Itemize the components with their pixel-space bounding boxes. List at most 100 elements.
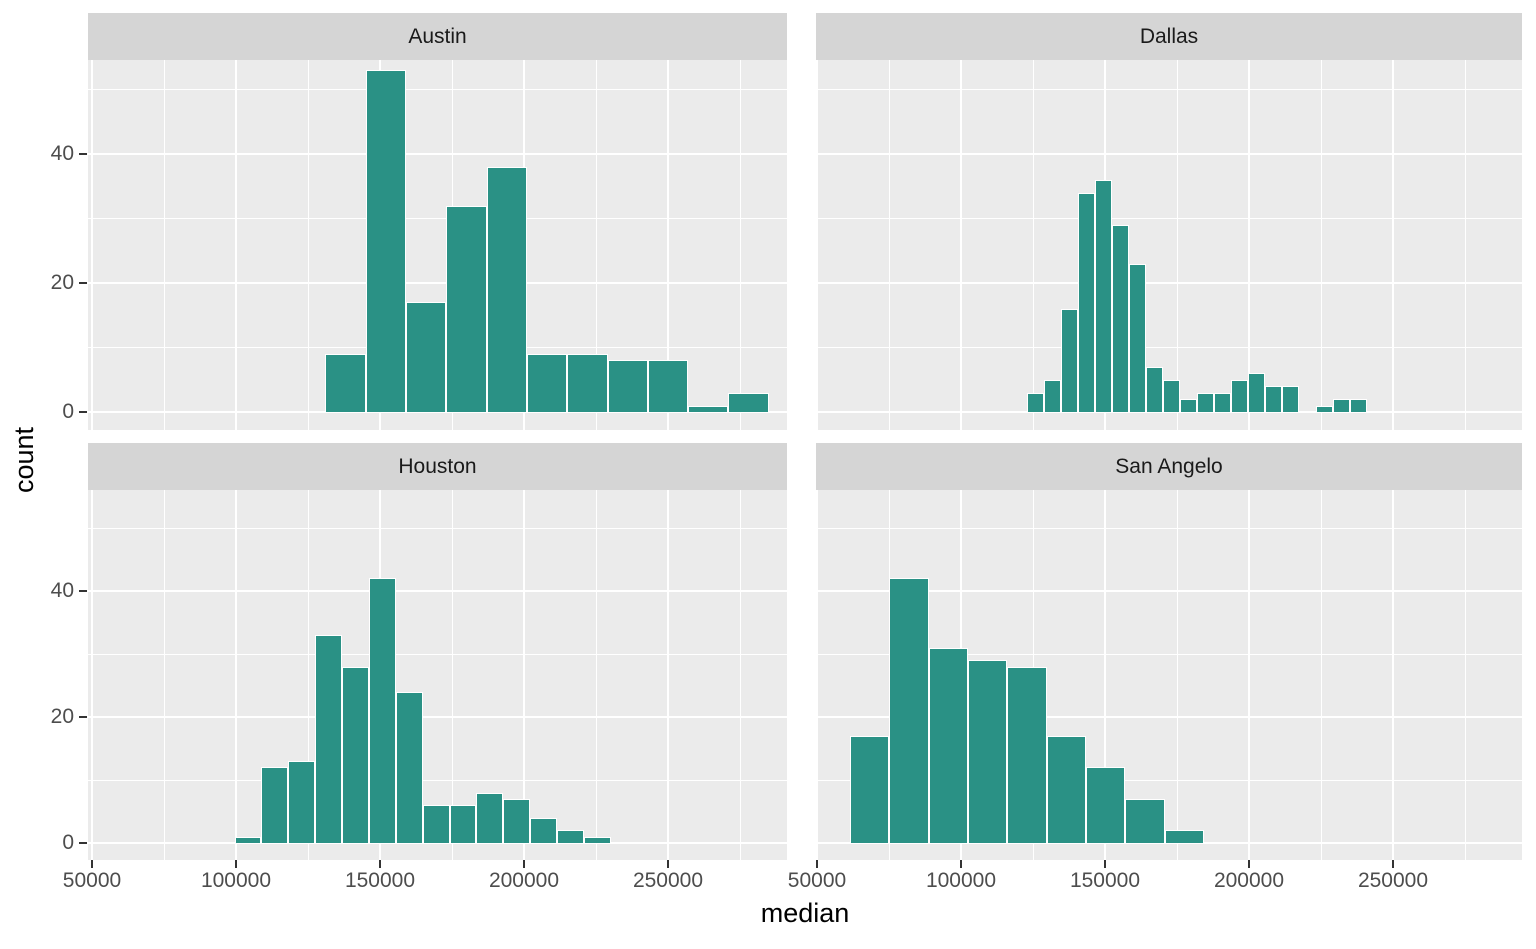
y-tick-mark xyxy=(79,842,87,844)
histogram-bar xyxy=(486,166,527,412)
facet-strip: Austin xyxy=(88,13,787,60)
histogram-bar xyxy=(1095,179,1113,412)
x-tick-label: 200000 xyxy=(1213,869,1285,892)
gridline-x-minor xyxy=(739,490,741,860)
histogram-bar xyxy=(1078,192,1096,412)
gridline-y-major xyxy=(88,842,787,844)
x-tick-label: 150000 xyxy=(344,869,416,892)
facet-title: San Angelo xyxy=(1115,455,1223,478)
gridline-y-minor xyxy=(816,653,1522,655)
facet-panel xyxy=(88,60,787,430)
histogram-bar xyxy=(1265,386,1283,412)
histogram-bar xyxy=(1214,392,1232,412)
y-tick-label: 40 xyxy=(50,579,74,602)
histogram-bar xyxy=(1085,767,1126,843)
histogram-bar xyxy=(446,205,487,412)
gridline-x-minor xyxy=(1464,60,1466,430)
facet-strip: Houston xyxy=(88,443,787,490)
facet-strip: Dallas xyxy=(816,13,1522,60)
histogram-bar xyxy=(365,70,406,412)
x-tick-mark xyxy=(667,860,669,868)
gridline-x-major xyxy=(235,60,237,430)
gridline-y-major xyxy=(816,842,1522,844)
histogram-bar xyxy=(1282,386,1300,412)
histogram-bar xyxy=(325,353,366,412)
x-tick-mark xyxy=(816,860,818,868)
y-tick-mark xyxy=(79,590,87,592)
histogram-bar xyxy=(1027,392,1045,412)
gridline-y-major xyxy=(816,411,1522,413)
histogram-bar xyxy=(530,817,557,843)
gridline-y-minor xyxy=(816,527,1522,529)
histogram-bar xyxy=(503,798,531,843)
histogram-bar xyxy=(395,691,423,843)
histogram-bar xyxy=(342,666,369,843)
histogram-bar xyxy=(1146,366,1164,412)
histogram-bar xyxy=(422,805,450,843)
x-tick-mark xyxy=(379,860,381,868)
gridline-x-major xyxy=(91,490,93,860)
gridline-y-major xyxy=(88,590,787,592)
gridline-x-minor xyxy=(163,60,165,430)
histogram-bar xyxy=(315,635,343,843)
histogram-bar xyxy=(647,360,689,412)
histogram-bar xyxy=(968,660,1008,843)
gridline-y-major xyxy=(816,282,1522,284)
histogram-bar xyxy=(234,836,262,843)
x-tick-label: 50000 xyxy=(787,869,847,892)
y-tick-label: 20 xyxy=(50,705,74,728)
gridline-x-minor xyxy=(1176,490,1178,860)
histogram-bar xyxy=(850,735,890,843)
gridline-x-major xyxy=(1248,60,1250,430)
histogram-bar xyxy=(607,360,648,412)
gridline-x-major xyxy=(667,490,669,860)
gridline-x-major xyxy=(1392,490,1394,860)
gridline-x-minor xyxy=(1320,490,1322,860)
gridline-x-minor xyxy=(163,490,165,860)
facet-title: Dallas xyxy=(1139,25,1199,48)
gridline-x-minor xyxy=(307,490,309,860)
histogram-bar xyxy=(1333,399,1351,412)
gridline-y-minor xyxy=(88,527,787,529)
histogram-bar xyxy=(1163,379,1181,412)
x-tick-label: 250000 xyxy=(1357,869,1429,892)
facet-title: Houston xyxy=(398,455,477,478)
histogram-bar xyxy=(1164,830,1204,843)
gridline-y-major xyxy=(88,716,787,718)
histogram-bar xyxy=(557,830,584,843)
y-tick-label: 0 xyxy=(62,831,74,854)
facet-panel xyxy=(816,60,1522,430)
x-tick-mark xyxy=(1392,860,1394,868)
histogram-bar xyxy=(1061,308,1079,412)
gridline-x-minor xyxy=(888,490,890,860)
y-tick-label: 40 xyxy=(50,142,74,165)
histogram-bar xyxy=(368,578,396,843)
x-tick-label: 200000 xyxy=(488,869,560,892)
histogram-bar xyxy=(1197,392,1215,412)
histogram-bar xyxy=(567,353,608,412)
gridline-x-minor xyxy=(1032,60,1034,430)
histogram-bar xyxy=(1044,379,1062,412)
gridline-y-minor xyxy=(88,779,787,781)
gridline-y-minor xyxy=(816,347,1522,348)
x-axis-title: median xyxy=(760,898,850,928)
gridline-y-major xyxy=(816,153,1522,155)
histogram-bar xyxy=(889,578,929,843)
gridline-x-major xyxy=(1392,60,1394,430)
histogram-bar xyxy=(476,792,504,843)
histogram-bar xyxy=(1316,405,1334,412)
gridline-x-minor xyxy=(595,490,597,860)
histogram-bar xyxy=(526,353,568,412)
gridline-y-minor xyxy=(816,218,1522,219)
gridline-x-minor xyxy=(888,60,890,430)
histogram-bar xyxy=(288,761,316,843)
gridline-x-major xyxy=(816,490,818,860)
x-tick-mark xyxy=(1104,860,1106,868)
gridline-y-major xyxy=(88,411,787,413)
x-tick-label: 100000 xyxy=(200,869,272,892)
x-tick-mark xyxy=(960,860,962,868)
histogram-bar xyxy=(583,836,611,843)
gridline-x-minor xyxy=(451,490,453,860)
x-tick-mark xyxy=(1248,860,1250,868)
